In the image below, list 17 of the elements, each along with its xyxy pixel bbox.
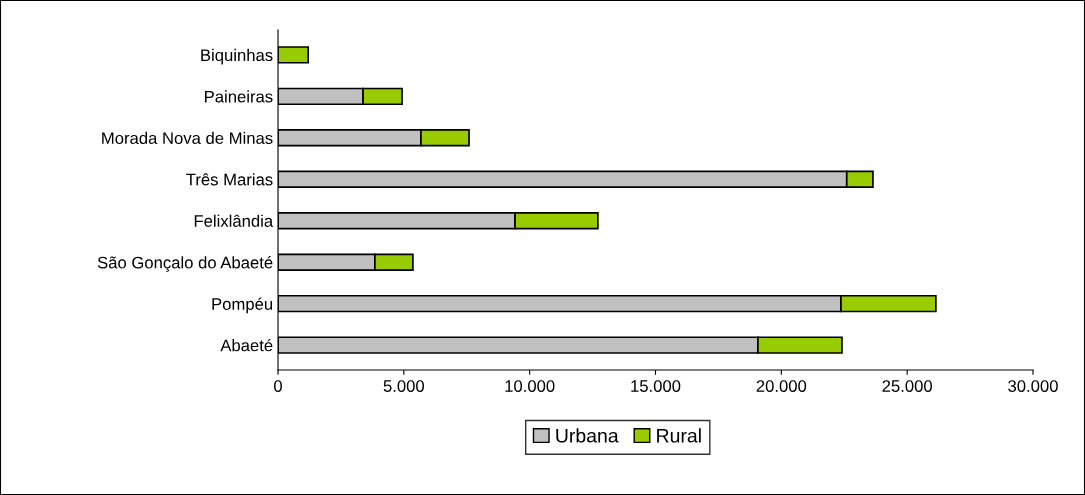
x-tick-label: 0 bbox=[274, 380, 282, 392]
x-tick-label: 15.000 bbox=[631, 380, 681, 392]
legend-label: Urbana bbox=[556, 428, 619, 443]
x-tick-label: 30.000 bbox=[1008, 380, 1058, 392]
legend-label: Rural bbox=[657, 428, 701, 443]
x-tick-label: 20.000 bbox=[756, 380, 807, 392]
y-tick-label: Morada Nova de Minas bbox=[102, 131, 273, 145]
x-tick-label: 25.000 bbox=[882, 380, 933, 392]
y-tick-label: Felixlândia bbox=[194, 214, 274, 227]
y-tick-label: São Gonçalo do Abaeté bbox=[97, 256, 273, 272]
x-tick-label: 5.000 bbox=[383, 380, 425, 392]
y-tick-label: Biquinhas bbox=[201, 48, 273, 65]
y-tick-label: Três Marias bbox=[186, 173, 273, 186]
y-tick-label: Abaeté bbox=[220, 338, 273, 352]
y-tick-label: Paineiras bbox=[205, 90, 273, 103]
y-tick-label: Pompéu bbox=[212, 297, 273, 314]
x-tick-label: 10.000 bbox=[505, 380, 555, 392]
